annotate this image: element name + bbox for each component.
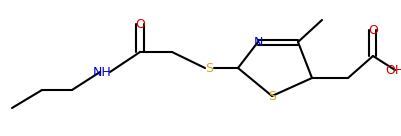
Text: O: O [135,18,145,30]
Text: OH: OH [385,64,401,76]
Text: S: S [205,63,213,75]
Text: N: N [253,35,262,49]
Text: O: O [367,24,377,36]
Text: S: S [267,89,275,103]
Text: NH: NH [92,66,111,78]
